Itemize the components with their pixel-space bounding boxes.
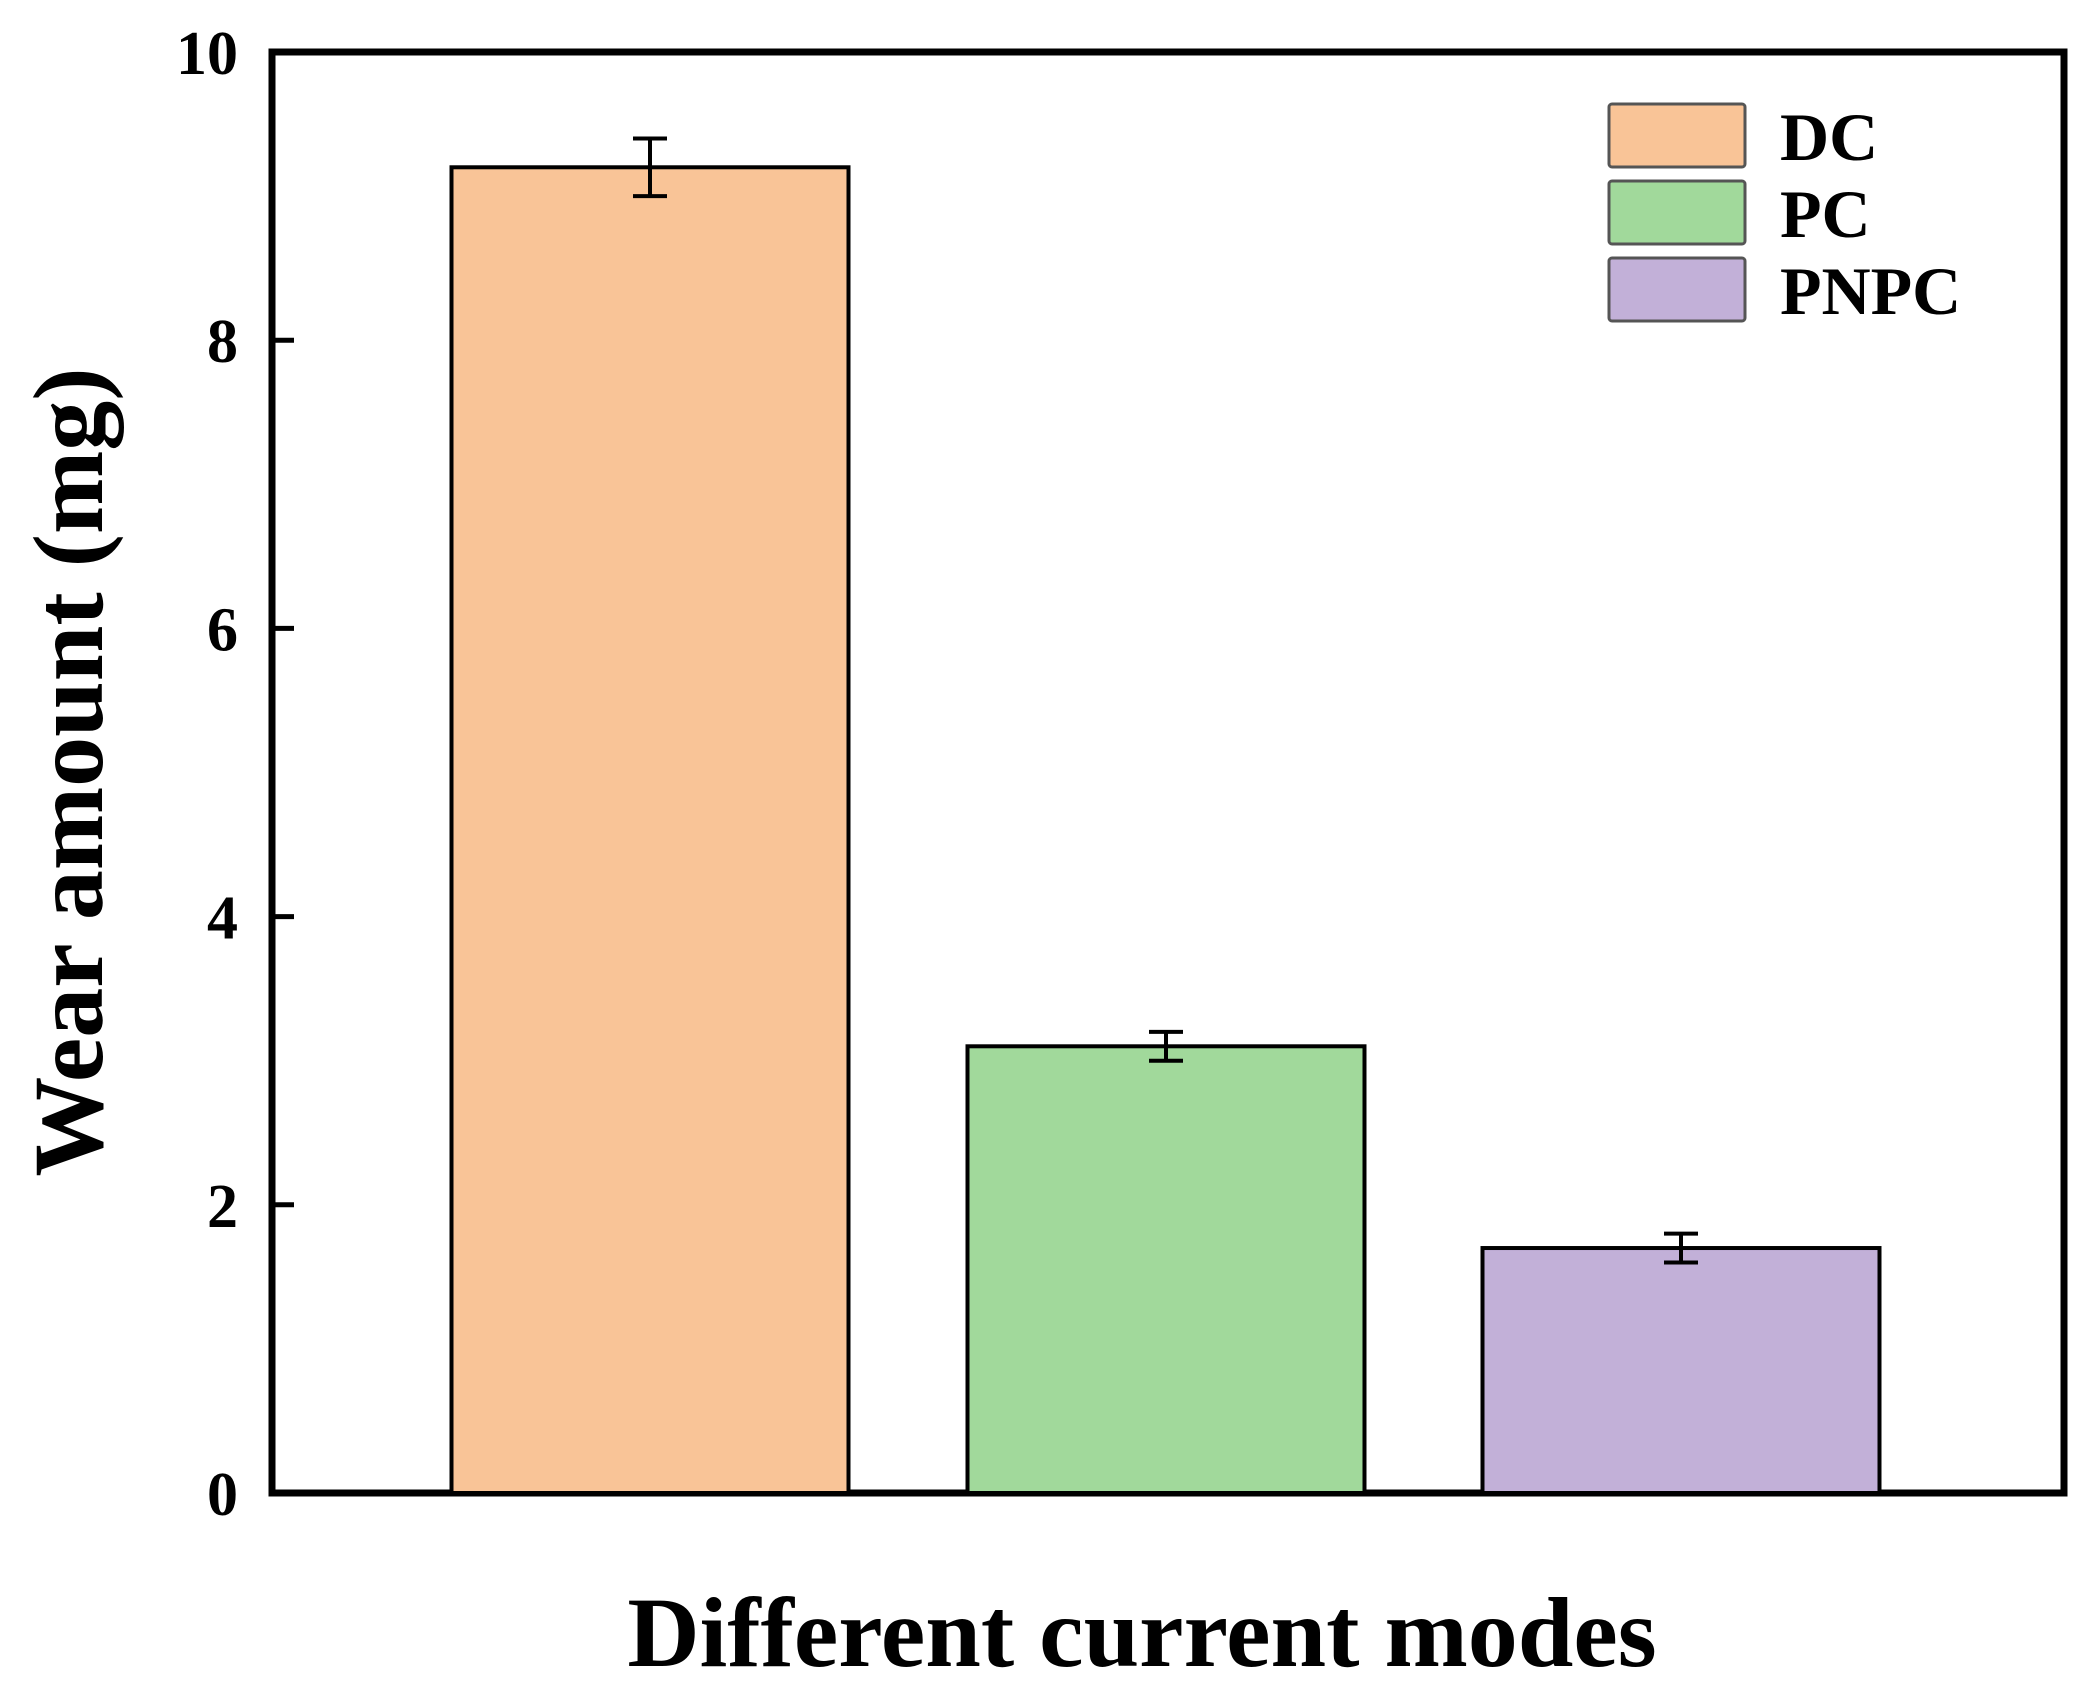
error-bars-layer (633, 136, 1698, 1265)
y-tick-label: 6 (207, 596, 238, 664)
x-axis-title: Different current modes (627, 1577, 1656, 1688)
y-tick-label: 10 (176, 20, 238, 88)
y-tick-label: 4 (207, 885, 238, 953)
legend-label: PC (1780, 176, 1871, 252)
bar-dc (449, 165, 851, 1495)
legend-swatch (1607, 256, 1747, 323)
error-bar-pc (1149, 1029, 1183, 1063)
legend-item-pc: PC (1607, 176, 1871, 252)
legend-label: PNPC (1780, 253, 1961, 329)
legend-swatch (1607, 102, 1747, 169)
y-tick-label: 2 (207, 1173, 238, 1241)
legend-swatch (1607, 179, 1747, 246)
y-axis-ticks: 0 2 4 6 8 10 (176, 20, 294, 1529)
legend-label: DC (1780, 99, 1878, 175)
bar-pnpc (1480, 1246, 1882, 1496)
legend-item-dc: DC (1607, 99, 1878, 175)
error-bar-dc (633, 136, 667, 199)
y-tick-label: 0 (207, 1461, 238, 1529)
bars-layer (449, 165, 1882, 1496)
bar-pc (965, 1044, 1367, 1496)
y-axis-title: Wear amount (mg) (13, 367, 124, 1176)
legend-item-pnpc: PNPC (1607, 253, 1961, 329)
y-tick-label: 8 (207, 308, 238, 376)
error-bar-pnpc (1664, 1231, 1698, 1265)
